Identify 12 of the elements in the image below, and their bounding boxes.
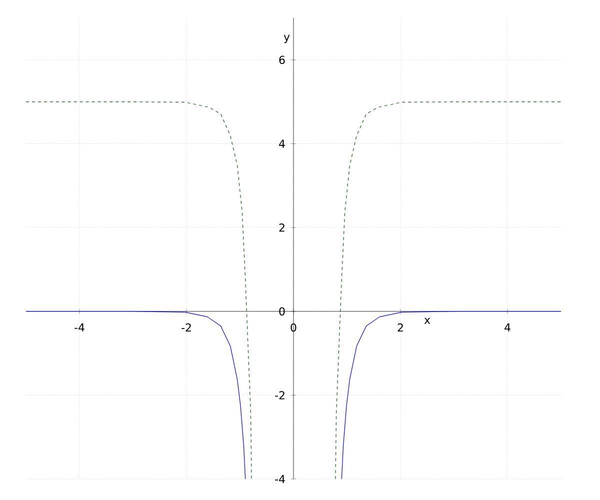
y-tick-label: 6 bbox=[279, 56, 285, 64]
y-tick-label: -4 bbox=[275, 475, 285, 483]
x-tick-label: 2 bbox=[398, 323, 403, 332]
y-axis-title: y bbox=[284, 34, 290, 44]
x-tick-label: -2 bbox=[182, 323, 191, 332]
x-tick-label: -4 bbox=[74, 323, 84, 332]
x-axis-title: x bbox=[424, 318, 430, 324]
x-tick-label: 0 bbox=[290, 323, 296, 332]
x-tick-label: 4 bbox=[504, 323, 510, 332]
y-tick-label: -2 bbox=[275, 391, 284, 400]
y-tick-label: 4 bbox=[279, 140, 285, 148]
y-tick-label: 2 bbox=[279, 223, 284, 232]
